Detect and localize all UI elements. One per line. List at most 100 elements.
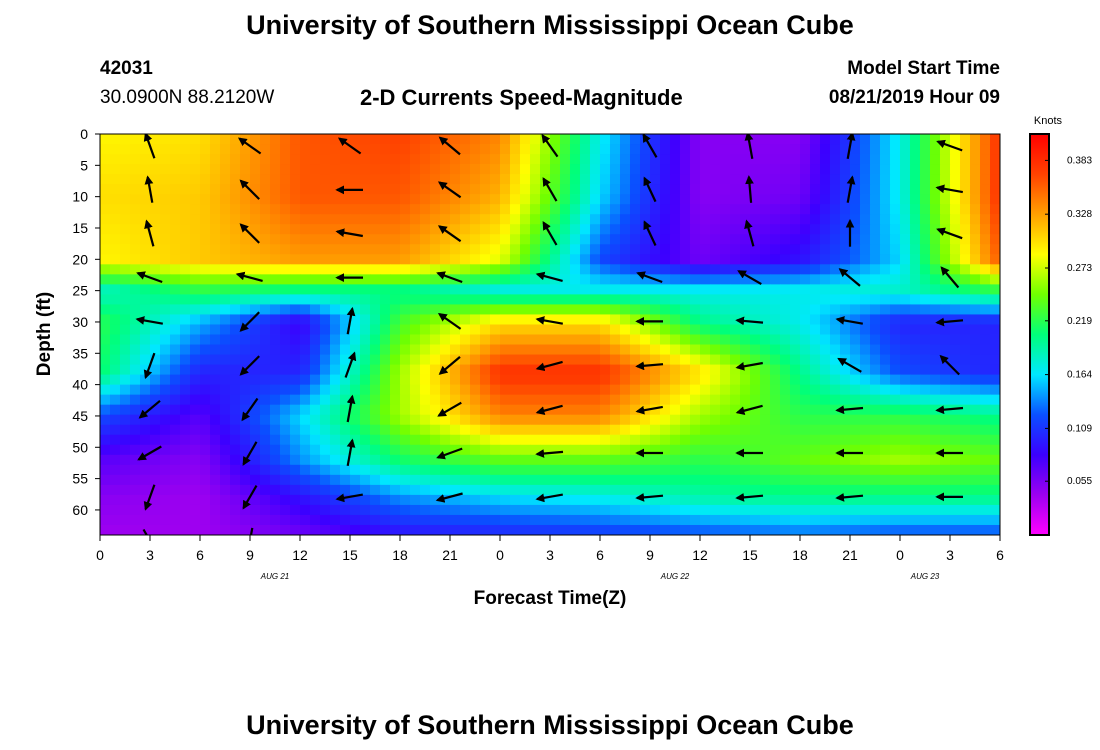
heatmap-cell bbox=[900, 134, 911, 145]
heatmap-cell bbox=[650, 434, 661, 446]
heatmap-cell bbox=[650, 524, 661, 535]
heatmap-cell bbox=[820, 174, 831, 185]
heatmap-cell bbox=[670, 134, 681, 145]
heatmap-cell bbox=[720, 374, 731, 386]
heatmap-cell bbox=[460, 404, 471, 416]
heatmap-cell bbox=[570, 494, 581, 506]
heatmap-cell bbox=[220, 154, 231, 165]
heatmap-cell bbox=[960, 464, 971, 476]
heatmap-cell bbox=[290, 524, 301, 535]
heatmap-cell bbox=[240, 254, 251, 265]
heatmap-cell bbox=[470, 254, 481, 265]
heatmap-cell bbox=[480, 264, 491, 275]
heatmap-cell bbox=[840, 234, 851, 245]
heatmap-cell bbox=[940, 524, 951, 535]
heatmap-cell bbox=[680, 444, 691, 456]
heatmap-cell bbox=[980, 514, 991, 526]
heatmap-cell bbox=[420, 244, 431, 255]
heatmap-cell bbox=[770, 314, 781, 326]
heatmap-cell bbox=[890, 324, 901, 336]
heatmap-cell bbox=[250, 484, 261, 496]
heatmap-cell bbox=[180, 464, 191, 476]
heatmap-cell bbox=[950, 524, 961, 535]
heatmap-cell bbox=[510, 134, 521, 145]
colorbar-tick-label: 0.273 bbox=[1067, 263, 1092, 274]
heatmap-cell bbox=[730, 174, 741, 185]
heatmap-cell bbox=[900, 294, 911, 306]
heatmap-cell bbox=[490, 424, 501, 436]
heatmap-cell bbox=[850, 184, 861, 195]
current-vector-arrow bbox=[535, 449, 564, 458]
heatmap-cell bbox=[940, 294, 951, 306]
heatmap-cell bbox=[810, 334, 821, 346]
heatmap-cell bbox=[830, 134, 841, 145]
heatmap-cell bbox=[930, 204, 941, 215]
heatmap-cell bbox=[830, 154, 841, 165]
heatmap-cell bbox=[890, 454, 901, 466]
heatmap-cell bbox=[960, 274, 971, 285]
heatmap-cell bbox=[510, 504, 521, 516]
heatmap-cell bbox=[980, 324, 991, 336]
heatmap-cell bbox=[210, 474, 221, 486]
heatmap-cell bbox=[380, 194, 391, 205]
heatmap-cell bbox=[560, 334, 571, 346]
heatmap-cell bbox=[470, 324, 481, 336]
heatmap-cell bbox=[840, 304, 851, 316]
heatmap-cell bbox=[390, 524, 401, 535]
heatmap-cell bbox=[870, 134, 881, 145]
heatmap-cell bbox=[630, 424, 641, 436]
x-date-label: AUG 21 bbox=[260, 572, 289, 581]
heatmap-cell bbox=[670, 284, 681, 296]
heatmap-cell bbox=[380, 414, 391, 426]
heatmap-cell bbox=[270, 394, 281, 406]
heatmap-cell bbox=[370, 514, 381, 526]
heatmap-cell bbox=[170, 514, 181, 526]
heatmap-cell bbox=[400, 314, 411, 326]
current-vector-arrow bbox=[237, 137, 262, 155]
heatmap-cell bbox=[760, 354, 771, 366]
heatmap-cell bbox=[490, 374, 501, 386]
heatmap-cell bbox=[990, 164, 1000, 175]
heatmap-cell bbox=[920, 224, 931, 235]
heatmap-cell bbox=[130, 524, 141, 535]
heatmap-cell bbox=[220, 514, 231, 526]
heatmap-cell bbox=[780, 314, 791, 326]
heatmap-cell bbox=[340, 204, 351, 215]
heatmap-cell bbox=[830, 264, 841, 275]
heatmap-cell bbox=[150, 484, 161, 496]
heatmap-cell bbox=[800, 154, 811, 165]
heatmap-cell bbox=[360, 194, 371, 205]
heatmap-cell bbox=[280, 184, 291, 195]
heatmap-cell bbox=[990, 194, 1000, 205]
heatmap-cell bbox=[370, 504, 381, 516]
heatmap-cell bbox=[690, 404, 701, 416]
heatmap-cell bbox=[940, 504, 951, 516]
heatmap-cell bbox=[220, 194, 231, 205]
heatmap-cell bbox=[780, 244, 791, 255]
heatmap-cell bbox=[670, 174, 681, 185]
heatmap-cell bbox=[810, 504, 821, 516]
heatmap-cell bbox=[320, 354, 331, 366]
heatmap-cell bbox=[670, 314, 681, 326]
heatmap-cell bbox=[360, 414, 371, 426]
heatmap-cell bbox=[350, 414, 361, 426]
heatmap-cell bbox=[860, 254, 871, 265]
heatmap-cell bbox=[350, 274, 361, 285]
heatmap-cell bbox=[670, 154, 681, 165]
heatmap-cell bbox=[350, 164, 361, 175]
heatmap-cell bbox=[540, 184, 551, 195]
heatmap-cell bbox=[590, 434, 601, 446]
heatmap-cell bbox=[280, 404, 291, 416]
heatmap-cell bbox=[380, 134, 391, 145]
heatmap-cell bbox=[850, 354, 861, 366]
heatmap-cell bbox=[270, 324, 281, 336]
heatmap-cell bbox=[850, 244, 861, 255]
heatmap-cell bbox=[960, 194, 971, 205]
heatmap-cell bbox=[630, 494, 641, 506]
heatmap-cell bbox=[810, 304, 821, 316]
heatmap-cell bbox=[520, 484, 531, 496]
heatmap-cell bbox=[580, 494, 591, 506]
heatmap-cell bbox=[290, 394, 301, 406]
heatmap-cell bbox=[500, 414, 511, 426]
heatmap-cell bbox=[150, 374, 161, 386]
